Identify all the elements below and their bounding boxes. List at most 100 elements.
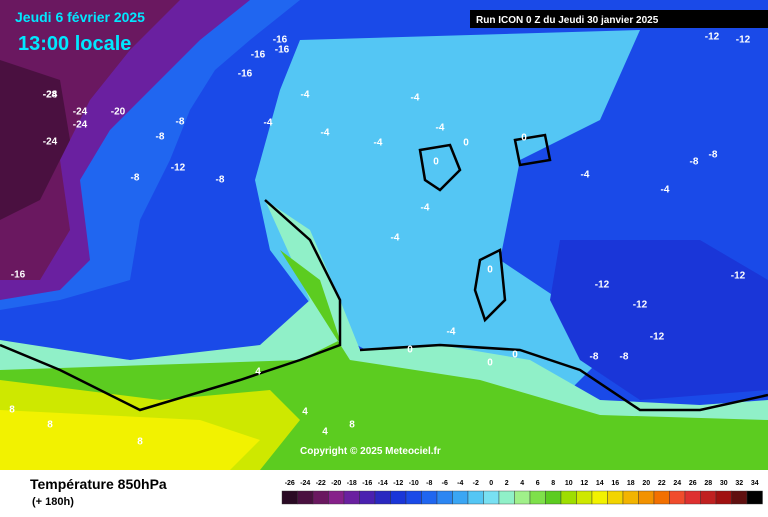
legend-swatch xyxy=(638,490,655,505)
contour-label: -4 xyxy=(391,233,400,244)
legend-swatch xyxy=(405,490,422,505)
contour-label: -8 xyxy=(690,157,699,168)
legend-swatch xyxy=(343,490,360,505)
legend-label: 12 xyxy=(580,480,588,487)
contour-label: -8 xyxy=(709,150,718,161)
contour-label: 4 xyxy=(255,367,261,378)
contour-label: -8 xyxy=(176,117,185,128)
contour-label: -4 xyxy=(447,327,456,338)
zone-core xyxy=(0,60,70,220)
contour-label: 0 xyxy=(433,157,439,168)
color-legend: -26 -24 -22 -20 -18 -16 -14 -12 -10 -8 -6 -4 -2 0 2 4 6 8… xyxy=(281,480,763,505)
zero-isotherm xyxy=(0,199,768,412)
legend-swatch xyxy=(529,490,546,505)
contour-label: -12 xyxy=(171,163,186,174)
legend-label: 10 xyxy=(565,480,573,487)
legend-swatch xyxy=(545,490,562,505)
legend-swatch xyxy=(700,490,717,505)
contour-label: 0 xyxy=(463,138,469,149)
map: -24-28-24-24-20-24-16-16-16-16-16-8-8-12… xyxy=(0,0,768,470)
copyright: Copyright © 2025 Meteociel.fr xyxy=(300,446,441,457)
legend-label: 24 xyxy=(673,480,681,487)
legend-label: 8 xyxy=(551,480,555,487)
contour-label: -8 xyxy=(216,175,225,186)
contour-label: -28 xyxy=(43,90,58,101)
contour-label: -8 xyxy=(590,352,599,363)
zone-warmest xyxy=(0,410,260,470)
legend-label: 26 xyxy=(689,480,697,487)
legend-label: 30 xyxy=(720,480,728,487)
contour-label: -12 xyxy=(736,35,751,46)
legend-label: 2 xyxy=(505,480,509,487)
contour-label: 0 xyxy=(487,358,493,369)
contour-label: 8 xyxy=(9,405,15,416)
legend-swatch xyxy=(560,490,577,505)
legend-swatch xyxy=(498,490,515,505)
contour-label: -4 xyxy=(321,128,330,139)
contour-label: 4 xyxy=(322,427,328,438)
legend-swatch xyxy=(483,490,500,505)
legend-label: 34 xyxy=(751,480,759,487)
footer-title: Température 850hPa xyxy=(30,476,167,492)
run-box xyxy=(470,10,768,28)
legend-label: -18 xyxy=(347,480,357,487)
legend-swatch xyxy=(514,490,531,505)
zone-extreme xyxy=(0,0,180,280)
legend-label: -2 xyxy=(473,480,479,487)
contour-label: -4 xyxy=(411,93,420,104)
legend-swatch xyxy=(359,490,376,505)
contour-label: -4 xyxy=(264,118,273,129)
contour-label: -4 xyxy=(581,170,590,181)
legend-label: 6 xyxy=(536,480,540,487)
contour-labels: -24-28-24-24-20-24-16-16-16-16-16-8-8-12… xyxy=(9,32,750,448)
contour-label: -24 xyxy=(73,120,88,131)
legend-swatch xyxy=(281,490,298,505)
contour-label: -12 xyxy=(650,332,665,343)
legend-swatch xyxy=(421,490,438,505)
contour-label: 0 xyxy=(487,265,493,276)
legend-label: 0 xyxy=(489,480,493,487)
contour-label: 8 xyxy=(349,420,355,431)
time-title: 13:00 locale xyxy=(18,33,131,55)
legend-swatch xyxy=(452,490,469,505)
contour-label: -16 xyxy=(273,35,288,46)
legend-label: 18 xyxy=(627,480,635,487)
legend-swatch xyxy=(715,490,732,505)
legend-swatch xyxy=(467,490,484,505)
contour-label: -4 xyxy=(661,185,670,196)
legend-label: -4 xyxy=(457,480,463,487)
legend-label: 16 xyxy=(611,480,619,487)
legend-label: -14 xyxy=(378,480,388,487)
legend-swatch xyxy=(390,490,407,505)
legend-label: 28 xyxy=(704,480,712,487)
contour-label: -24 xyxy=(43,90,58,101)
legend-label: -12 xyxy=(393,480,403,487)
legend-swatch xyxy=(436,490,453,505)
legend-swatch xyxy=(312,490,329,505)
legend-label: 4 xyxy=(520,480,524,487)
contour-label: -16 xyxy=(11,270,26,281)
legend-label: -6 xyxy=(442,480,448,487)
legend-swatch xyxy=(669,490,686,505)
contour-label: -20 xyxy=(111,107,126,118)
legend-label: 32 xyxy=(735,480,743,487)
contour-label: -12 xyxy=(595,280,610,291)
contour-label: 0 xyxy=(407,345,413,356)
run-info: Run ICON 0 Z du Jeudi 30 janvier 2025 xyxy=(476,15,659,26)
legend-swatch xyxy=(607,490,624,505)
legend-label: -10 xyxy=(409,480,419,487)
legend-label: 20 xyxy=(642,480,650,487)
contour-label: -4 xyxy=(374,138,383,149)
contour-label: -16 xyxy=(275,45,290,56)
contour-label: -24 xyxy=(73,107,88,118)
contour-label: 8 xyxy=(137,437,143,448)
contour-label: -8 xyxy=(131,173,140,184)
contour-label: -12 xyxy=(633,300,648,311)
contour-label: -12 xyxy=(731,271,746,282)
zone-east-cold xyxy=(550,240,768,400)
legend-swatch xyxy=(684,490,701,505)
contour-label: -8 xyxy=(156,132,165,143)
legend-swatch xyxy=(297,490,314,505)
contour-label: -4 xyxy=(436,123,445,134)
date-title: Jeudi 6 février 2025 xyxy=(15,9,145,25)
